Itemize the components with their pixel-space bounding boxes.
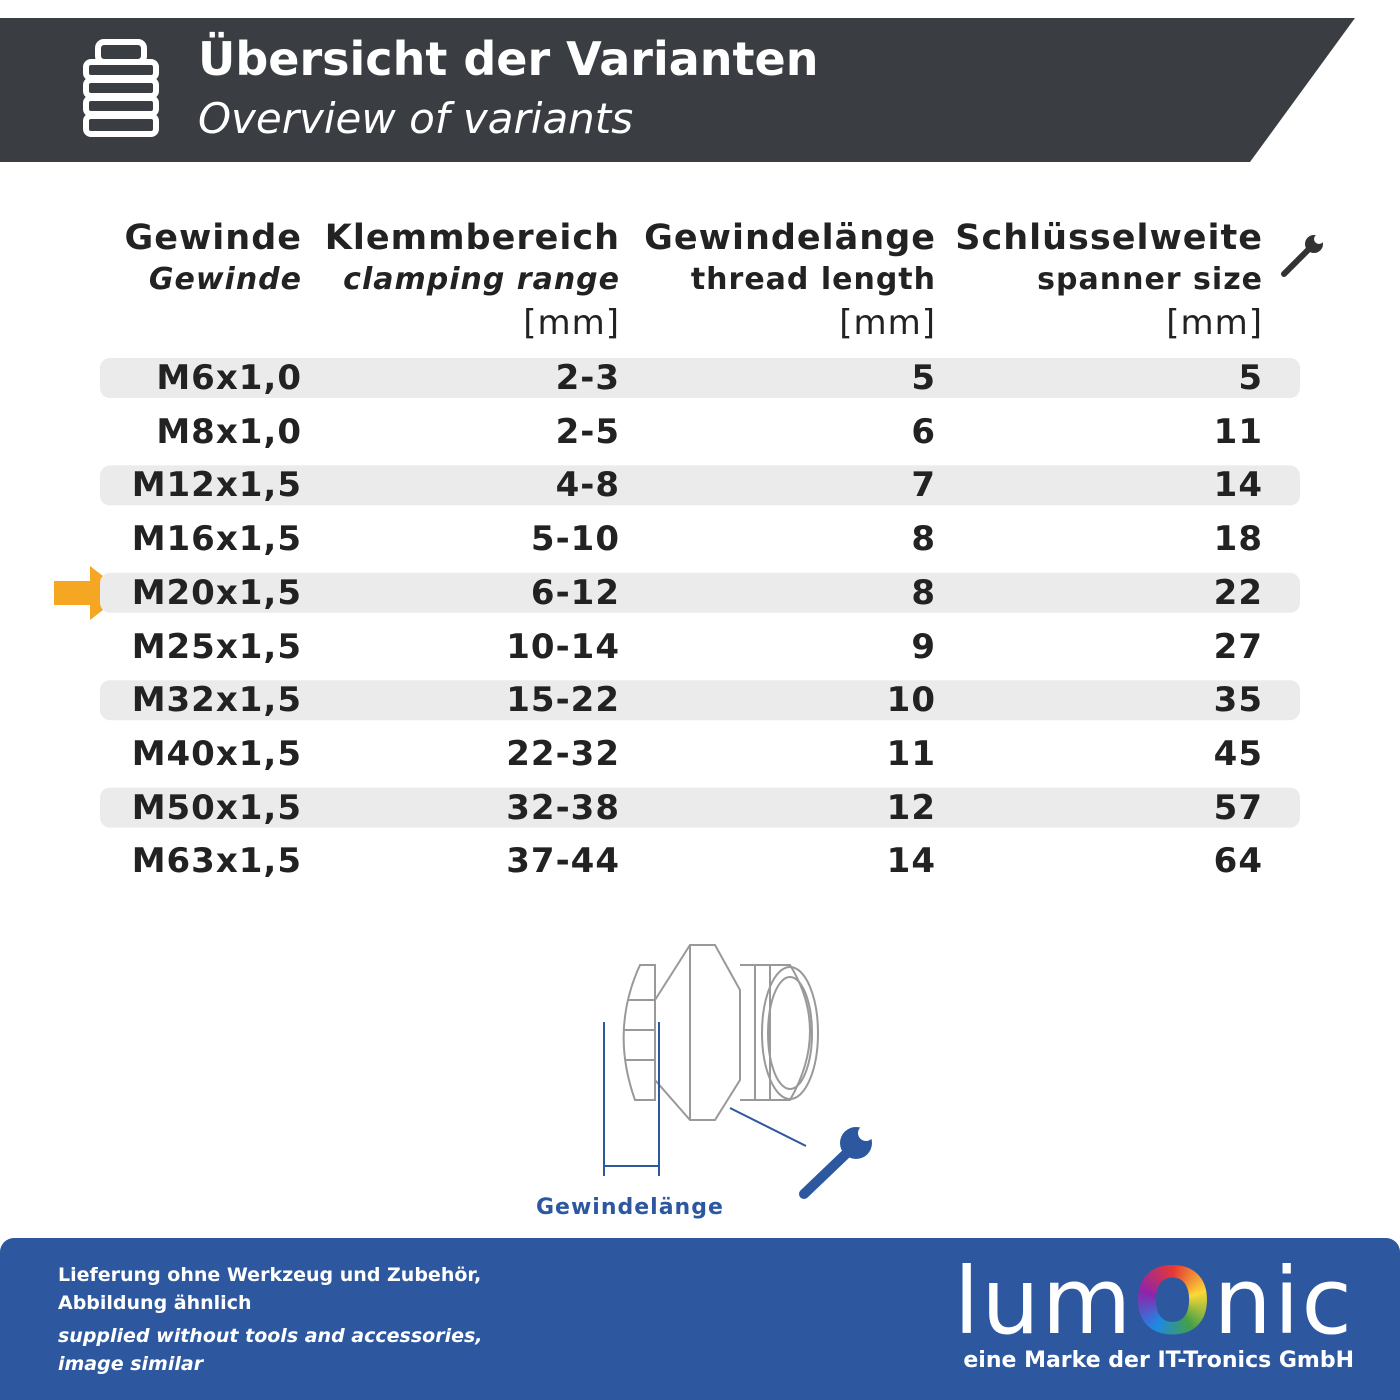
subtitle: Overview of variants: [198, 94, 634, 143]
column-header: [mm]: [523, 303, 620, 343]
table-cell: 12: [886, 787, 936, 828]
table-cell: 35: [1213, 680, 1263, 721]
table-cell: 45: [1213, 733, 1263, 774]
table-cell: 2-5: [555, 411, 620, 452]
row-stripe: [100, 572, 1300, 613]
table-cell: M63x1,5: [131, 841, 302, 882]
table-cell: 14: [886, 841, 936, 882]
table-cell: M40x1,5: [131, 733, 302, 774]
table-cell: 9: [911, 626, 936, 667]
table-cell: M12x1,5: [131, 465, 302, 506]
column-header: Gewinde: [124, 218, 302, 258]
footer: Lieferung ohne Werkzeug und Zubehör, Abb…: [0, 1238, 1400, 1400]
table-cell: 10: [886, 680, 936, 721]
table-cell: M20x1,5: [131, 572, 302, 613]
table-cell: 11: [1213, 411, 1263, 452]
column-header: Schlüsselweite: [955, 218, 1263, 258]
row-stripe: [100, 680, 1300, 721]
table-cell: M50x1,5: [131, 787, 302, 828]
header-icon: [83, 39, 159, 137]
table-cell: 37-44: [506, 841, 620, 882]
logo: lumOnic: [954, 1248, 1354, 1355]
row-stripe: [100, 465, 1300, 506]
table-cell: 7: [911, 465, 936, 506]
table-cell: 8: [911, 572, 936, 613]
table-cell: M8x1,0: [156, 411, 302, 452]
header-bar: [0, 18, 1355, 162]
table-cell: M16x1,5: [131, 519, 302, 560]
table-cell: M32x1,5: [131, 680, 302, 721]
blue-wrench: [799, 1125, 874, 1199]
table-cell: 11: [886, 733, 936, 774]
title: Übersicht der Varianten: [198, 32, 819, 86]
table-cell: 32-38: [506, 787, 620, 828]
dimension-lines: [603, 1022, 807, 1176]
row-stripe: [100, 787, 1300, 828]
table-cell: M6x1,0: [156, 358, 302, 398]
column-header: [mm]: [1166, 303, 1263, 343]
column-header: thread length: [690, 262, 936, 297]
table-cell: 5-10: [530, 519, 620, 560]
table-cell: 64: [1213, 841, 1263, 882]
table-cell: 57: [1213, 787, 1263, 828]
table-cell: 14: [1213, 465, 1263, 506]
tagline: eine Marke der IT-Tronics GmbH: [963, 1348, 1354, 1373]
column-header: [mm]: [839, 303, 936, 343]
table-cell: 27: [1213, 626, 1263, 667]
table-cell: 22: [1213, 572, 1263, 613]
logo-part: nic: [1213, 1248, 1354, 1355]
table-cell: 2-3: [555, 358, 620, 398]
table-cell: 5: [911, 358, 936, 398]
column-header: Gewindelänge: [644, 218, 936, 258]
table-cell: 8: [911, 519, 936, 560]
table-cell: 4-8: [555, 465, 620, 506]
note: image similar: [58, 1353, 204, 1375]
table-cell: 22-32: [506, 733, 620, 774]
table-cell: 15-22: [506, 680, 620, 721]
column-header: spanner size: [1037, 262, 1263, 297]
row-stripe: [100, 358, 1300, 398]
table-cell: M25x1,5: [131, 626, 302, 667]
table-cell: 18: [1213, 519, 1263, 560]
logo-part: O: [1133, 1248, 1214, 1355]
diagram-label: Gewindelänge: [536, 1195, 724, 1220]
table-cell: 10-14: [506, 626, 620, 667]
column-header: Klemmbereich: [324, 218, 620, 258]
note: Lieferung ohne Werkzeug und Zubehör,: [58, 1264, 482, 1286]
fitting-drawing: [622, 944, 819, 1121]
note: Abbildung ähnlich: [58, 1292, 252, 1314]
wrench-icon: [1281, 234, 1324, 277]
logo-part: lum: [953, 1248, 1134, 1355]
note: supplied without tools and accessories,: [58, 1325, 483, 1347]
column-header: clamping range: [343, 262, 620, 297]
column-header: Gewinde: [148, 262, 302, 297]
table-cell: 6: [911, 411, 936, 452]
table-cell: 5: [1238, 358, 1263, 398]
table-cell: 6-12: [530, 572, 620, 613]
